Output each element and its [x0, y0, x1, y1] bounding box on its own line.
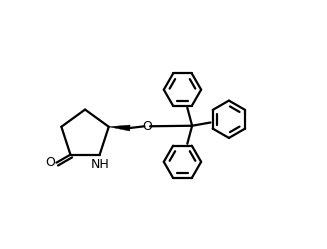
Text: NH: NH [91, 158, 110, 171]
Polygon shape [109, 125, 130, 131]
Text: O: O [45, 156, 55, 169]
Text: O: O [142, 120, 152, 133]
